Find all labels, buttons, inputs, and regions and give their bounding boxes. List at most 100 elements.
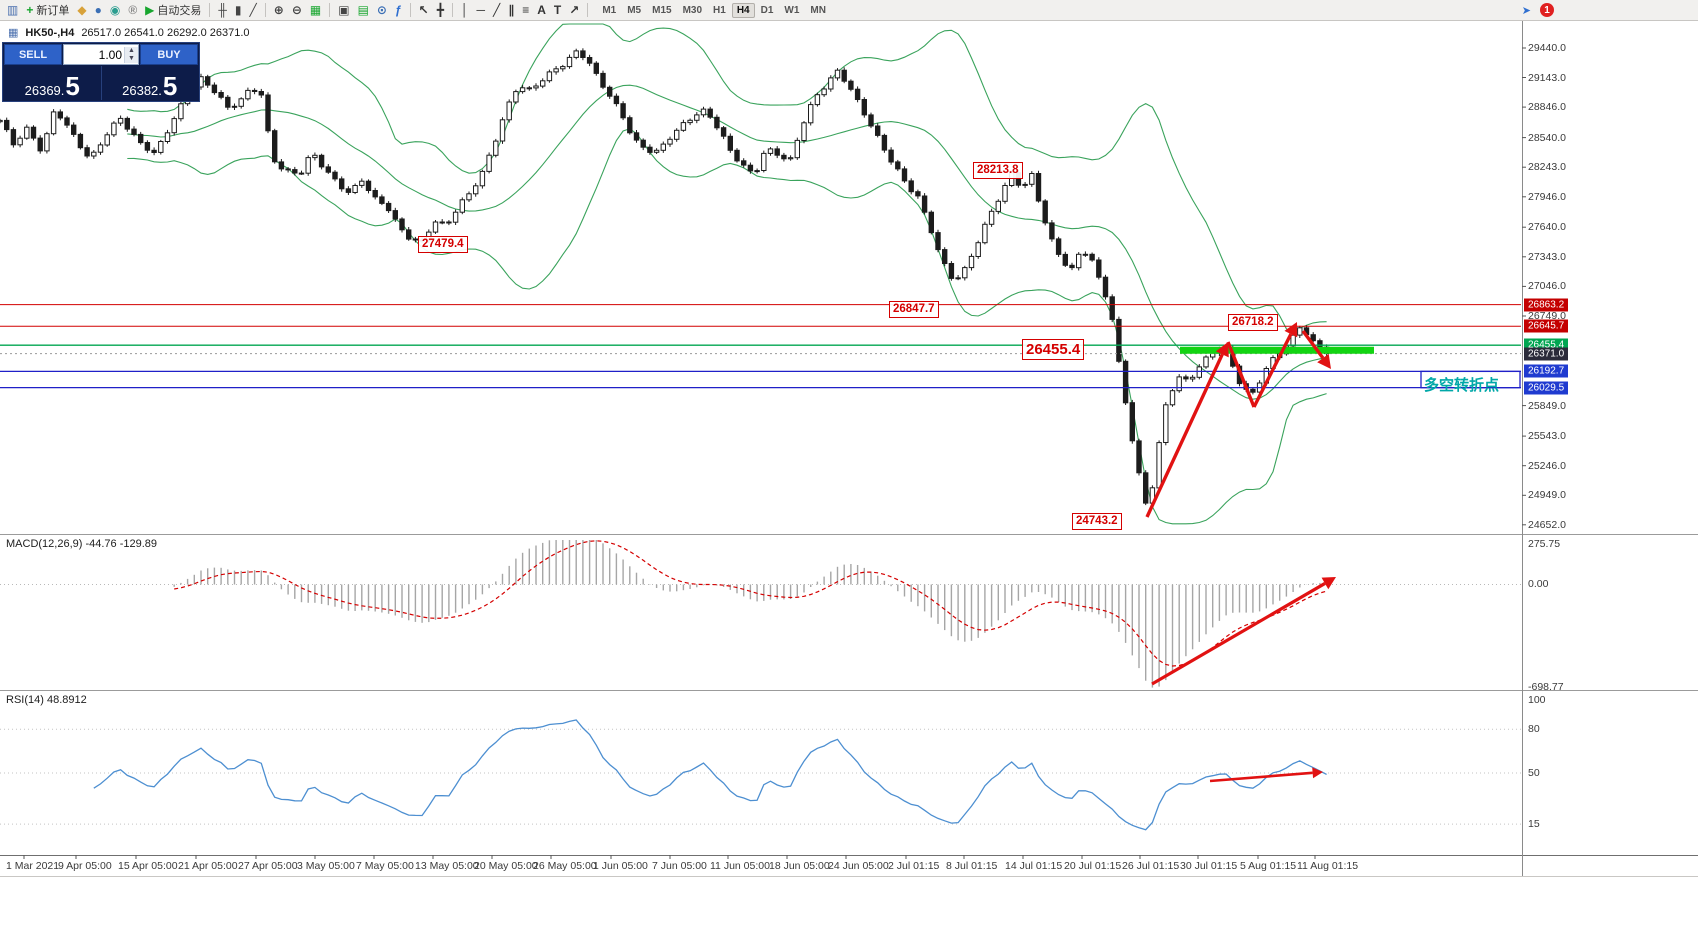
- turning-point-label[interactable]: 多空转折点: [1424, 377, 1500, 394]
- time-axis-label: 1 Mar 2021: [6, 860, 60, 872]
- volume-up-button[interactable]: ▲: [125, 46, 138, 55]
- timeframe-w1[interactable]: W1: [784, 4, 800, 16]
- fibonacci-icon[interactable]: ≡: [519, 2, 532, 19]
- sell-price-big: 5: [65, 71, 80, 102]
- price-annotation-label[interactable]: 24743.2: [1072, 513, 1122, 530]
- price-annotation-label[interactable]: 28213.8: [973, 162, 1023, 179]
- time-axis-label: 20 May 05:00: [474, 860, 538, 872]
- time-axis-label: 2 Jul 01:15: [888, 860, 940, 872]
- new-chart-icon[interactable]: ▤: [355, 2, 372, 19]
- price-axis-label: 24949.0: [1528, 489, 1566, 502]
- price-axis-tag: 26029.5: [1524, 381, 1569, 395]
- copy-trading-icon-glyph: ◉: [109, 3, 121, 17]
- candlestick-chart-icon-glyph: ▮: [234, 3, 242, 17]
- trendline-icon[interactable]: ╱: [490, 2, 503, 19]
- tile-windows-icon[interactable]: ▣: [335, 2, 352, 19]
- price-axis-label: 25246.0: [1528, 459, 1566, 472]
- chart-header: ▦ HK50-,H4 26517.0 26541.0 26292.0 26371…: [8, 26, 250, 40]
- indicators-icon[interactable]: ƒ: [392, 2, 405, 19]
- quick-message-icon[interactable]: ➤: [1521, 4, 1531, 17]
- notification-badge[interactable]: 1: [1540, 3, 1554, 17]
- rsi-scale-label: 100: [1528, 694, 1546, 706]
- price-axis-tag: 26192.7: [1524, 364, 1569, 378]
- vertical-line-icon-glyph: │: [460, 3, 469, 17]
- timeframe-m15[interactable]: M15: [652, 4, 672, 16]
- zoom-out-icon[interactable]: ⊖: [289, 2, 305, 19]
- ohlc-bars-icon-glyph: ╫: [218, 3, 227, 17]
- trendline-icon-glyph: ╱: [492, 3, 501, 17]
- price-annotation-label[interactable]: 27479.4: [418, 236, 468, 253]
- sell-price-small: 26369.: [24, 83, 65, 98]
- label-icon[interactable]: T: [551, 2, 564, 19]
- ohlc-values: 26517.0 26541.0 26292.0 26371.0: [81, 26, 250, 39]
- sell-button[interactable]: SELL: [4, 44, 62, 65]
- sell-price[interactable]: 26369. 5: [4, 66, 102, 100]
- buy-button[interactable]: BUY: [140, 44, 198, 65]
- toolbar-separator: [587, 3, 589, 17]
- time-axis-label: 27 Apr 05:00: [238, 860, 298, 872]
- vertical-line-icon[interactable]: │: [458, 2, 472, 19]
- text-icon[interactable]: A: [534, 2, 549, 19]
- timeframe-m30[interactable]: M30: [682, 4, 703, 16]
- community-icon-glyph: ®: [128, 3, 138, 17]
- horizontal-line-icon[interactable]: ─: [473, 2, 488, 19]
- time-axis-label: 9 Apr 05:00: [58, 860, 112, 872]
- profiles-icon[interactable]: ⊙: [374, 2, 390, 19]
- timeframe-h1[interactable]: H1: [713, 4, 726, 16]
- buy-price-big: 5: [162, 71, 178, 102]
- buy-price-small: 26382.: [122, 83, 162, 98]
- time-axis-label: 26 Jul 01:15: [1122, 860, 1180, 872]
- rsi-indicator-label: RSI(14) 48.8912: [6, 694, 87, 706]
- grid-icon[interactable]: ▦: [307, 2, 324, 19]
- timeframe-d1[interactable]: D1: [760, 4, 774, 16]
- price-axis-label: 28540.0: [1528, 131, 1566, 144]
- crosshair-icon[interactable]: ╋: [434, 2, 447, 19]
- copy-trading-icon[interactable]: ◉: [107, 2, 123, 19]
- volume-input[interactable]: [64, 46, 124, 63]
- candlestick-chart-icon[interactable]: ▮: [232, 2, 245, 19]
- accounts-icon[interactable]: ●: [92, 2, 105, 19]
- one-click-trading-panel: SELL ▲ ▼ BUY 26369. 5 26382. 5: [2, 42, 200, 102]
- macd-scale-label: 0.00: [1528, 578, 1549, 591]
- macd-scale-label: -698.77: [1528, 681, 1564, 693]
- timeframe-mn[interactable]: MN: [810, 4, 826, 16]
- price-annotation-label[interactable]: 26455.4: [1022, 339, 1085, 360]
- arrow-tool-icon[interactable]: ↗: [566, 2, 582, 19]
- price-axis-tag: 26645.7: [1524, 319, 1569, 333]
- timeframe-m1[interactable]: M1: [602, 4, 617, 16]
- line-chart-icon[interactable]: ╱: [247, 2, 260, 19]
- time-axis-label: 1 Jun 05:00: [593, 860, 648, 872]
- macd-scale-label: 275.75: [1528, 538, 1561, 550]
- new-order-button[interactable]: + 新订单: [23, 2, 72, 19]
- chart-window-icon[interactable]: ▥: [4, 2, 21, 19]
- toolbar-separator: [451, 3, 453, 17]
- channel-icon[interactable]: ∥: [505, 2, 517, 19]
- time-axis-label: 18 Jun 05:00: [769, 860, 830, 872]
- time-axis-label: 5 Aug 01:15: [1240, 860, 1297, 872]
- price-annotation-label[interactable]: 26718.2: [1228, 314, 1278, 331]
- layers-icon[interactable]: ◆: [74, 2, 89, 19]
- layers-icon-glyph: ◆: [77, 3, 87, 17]
- zoom-in-icon[interactable]: ⊕: [271, 2, 287, 19]
- price-axis-label: 27046.0: [1528, 280, 1566, 293]
- cursor-icon[interactable]: ↖: [416, 2, 432, 19]
- buy-price[interactable]: 26382. 5: [102, 66, 199, 100]
- volume-down-button[interactable]: ▼: [125, 54, 138, 63]
- ohlc-bars-icon[interactable]: ╫: [215, 2, 230, 19]
- timeframe-m5[interactable]: M5: [627, 4, 642, 16]
- price-axis-label: 29143.0: [1528, 71, 1566, 84]
- crosshair-icon-glyph: ╋: [436, 3, 444, 17]
- text-icon-glyph: A: [537, 3, 546, 17]
- macd-indicator-label: MACD(12,26,9) -44.76 -129.89: [6, 538, 158, 550]
- price-annotation-label[interactable]: 26847.7: [889, 301, 939, 318]
- rsi-scale-label: 80: [1528, 723, 1540, 736]
- label-icon-glyph: T: [553, 3, 562, 17]
- zoom-in-icon-glyph: ⊕: [273, 3, 284, 17]
- toolbar-right-group: ➤ 1: [1519, 2, 1554, 19]
- community-icon[interactable]: ®: [125, 2, 140, 19]
- auto-trading-button[interactable]: ▶ 自动交易: [142, 2, 204, 19]
- timeframe-h4[interactable]: H4: [731, 2, 755, 18]
- time-axis-label: 7 Jun 05:00: [652, 860, 707, 872]
